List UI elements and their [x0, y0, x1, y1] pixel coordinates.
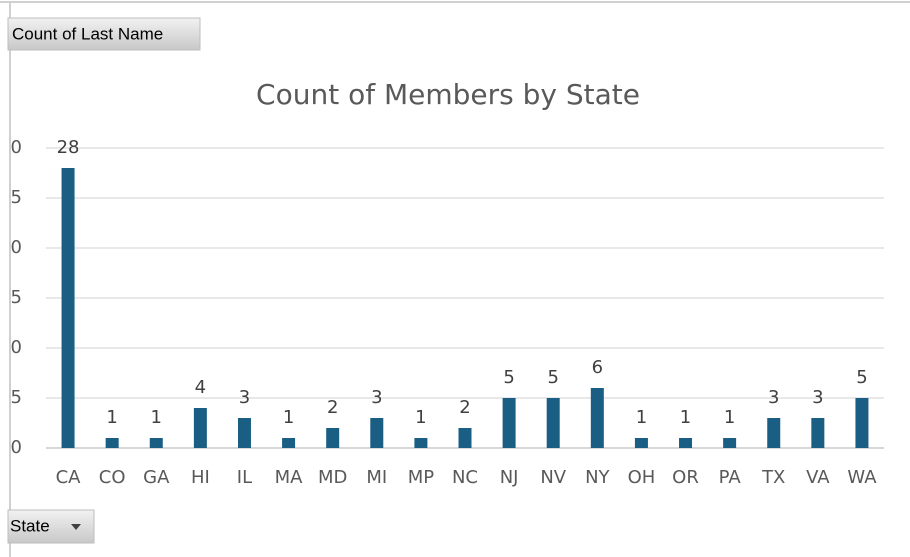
bar	[767, 418, 781, 448]
y-tick-label: 30	[0, 137, 22, 158]
button-bg	[7, 17, 201, 51]
x-tick-label: NV	[540, 467, 566, 488]
bar	[634, 438, 648, 448]
x-tick-label: TX	[761, 467, 785, 488]
data-label: 3	[371, 387, 382, 408]
bar	[61, 168, 75, 448]
data-label: 3	[768, 387, 779, 408]
y-tick-label: 25	[0, 187, 22, 208]
chart-title: Count of Members by State	[256, 78, 640, 111]
bar	[105, 438, 119, 448]
y-tick-label: 20	[0, 237, 22, 258]
data-label: 1	[106, 407, 117, 428]
bar	[326, 428, 340, 448]
bar	[149, 438, 163, 448]
bar	[855, 398, 869, 448]
x-tick-label: GA	[143, 467, 170, 488]
y-tick-label: 5	[11, 387, 22, 408]
bar	[193, 408, 207, 448]
x-tick-label: NJ	[500, 467, 519, 488]
x-tick-label: MA	[275, 467, 304, 488]
bar	[458, 428, 472, 448]
x-tick-label: WA	[847, 467, 877, 488]
x-tick-label: CA	[56, 467, 82, 488]
data-label: 5	[856, 367, 867, 388]
data-label: 6	[592, 357, 603, 378]
data-label: 1	[151, 407, 162, 428]
x-tick-label: NC	[452, 467, 478, 488]
x-tick-label: NY	[585, 467, 610, 488]
values-field-button[interactable]: Count of Last Name	[7, 17, 201, 51]
data-label: 28	[57, 137, 80, 158]
x-tick-label: MP	[408, 467, 435, 488]
x-tick-label: HI	[191, 467, 210, 488]
bar	[237, 418, 251, 448]
data-label: 1	[724, 407, 735, 428]
bar	[370, 418, 384, 448]
axis-field-button[interactable]: State	[7, 509, 95, 544]
x-tick-label: IL	[237, 467, 252, 488]
button-label: State	[10, 516, 50, 535]
dropdown-arrow	[71, 524, 81, 530]
button-label: Count of Last Name	[12, 24, 163, 43]
data-label: 1	[636, 407, 647, 428]
data-label: 5	[547, 367, 558, 388]
x-tick-label: MI	[366, 467, 387, 488]
bar	[282, 438, 296, 448]
bar	[811, 418, 825, 448]
data-label: 3	[812, 387, 823, 408]
y-tick-label: 0	[11, 437, 22, 458]
data-label: 2	[327, 397, 338, 418]
bar	[679, 438, 693, 448]
bar	[502, 398, 516, 448]
button-bg	[7, 509, 95, 544]
data-label: 1	[415, 407, 426, 428]
bar	[546, 398, 560, 448]
x-tick-label: OR	[672, 467, 699, 488]
data-label: 2	[459, 397, 470, 418]
y-tick-label: 10	[0, 337, 22, 358]
data-label: 3	[239, 387, 250, 408]
x-tick-label: MD	[318, 467, 347, 488]
y-tick-label: 15	[0, 287, 22, 308]
bar	[414, 438, 428, 448]
y-axis: 0 5 10 15 20 25 30	[0, 137, 22, 458]
data-label: 4	[195, 377, 206, 398]
data-label: 5	[503, 367, 514, 388]
x-tick-label: OH	[628, 467, 656, 488]
data-label: 1	[283, 407, 294, 428]
data-label: 1	[680, 407, 691, 428]
bar	[723, 438, 737, 448]
x-tick-label: PA	[719, 467, 742, 488]
x-tick-label: CO	[99, 467, 126, 488]
x-tick-label: VA	[806, 467, 830, 488]
bar	[590, 388, 604, 448]
